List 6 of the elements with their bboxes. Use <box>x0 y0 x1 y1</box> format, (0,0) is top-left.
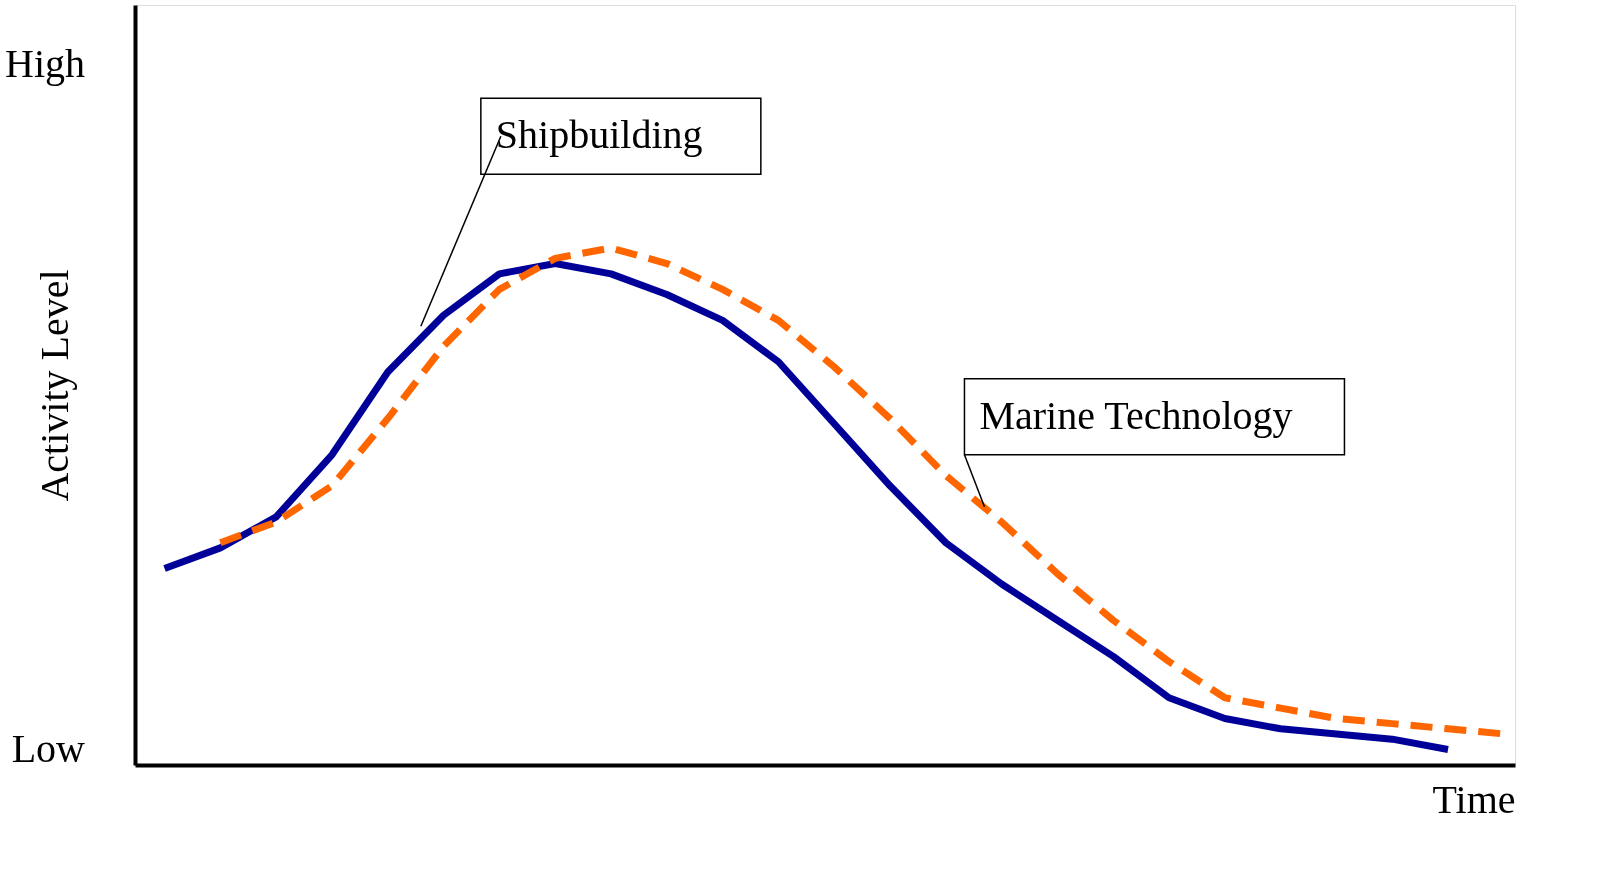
x-axis-title: Time <box>1432 776 1516 822</box>
y-axis-title: Activity Level <box>31 269 77 502</box>
text: High <box>5 41 85 86</box>
series-label: Marine Technology <box>979 392 1293 438</box>
text: Low <box>11 726 86 771</box>
text: Shipbuilding <box>495 112 703 158</box>
